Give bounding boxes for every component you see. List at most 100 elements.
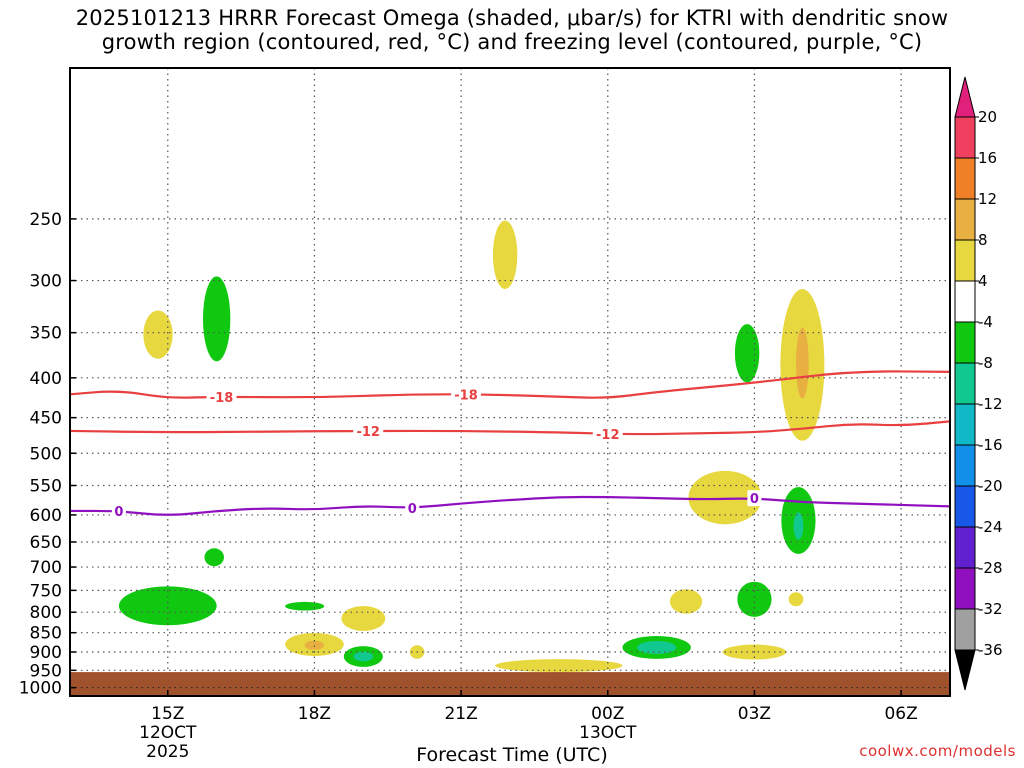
- isotherm-0: [70, 370, 950, 399]
- colorbar-label-7: -12: [978, 395, 1003, 413]
- isotherm-label-1-1: -12: [596, 428, 620, 443]
- y-tick-label-500: 500: [30, 444, 62, 464]
- omega-feature-20: [637, 641, 677, 654]
- colorbar-swatch-7: [954, 403, 976, 446]
- omega-shading: [118, 220, 825, 673]
- colorbar-swatch-3: [954, 239, 976, 282]
- omega-feature-9: [204, 548, 225, 567]
- y-tick-label-550: 550: [30, 477, 62, 497]
- y-tick-label-1000: 1000: [19, 679, 62, 699]
- colorbar-swatch-9: [954, 485, 976, 528]
- colorbar-label-3: 8: [978, 231, 988, 249]
- isotherm-label-0-1: -18: [454, 388, 478, 403]
- x-tick-label-18Z: 18Z: [298, 704, 331, 724]
- omega-feature-3: [734, 324, 760, 383]
- colorbar-swatch-5: [954, 321, 976, 364]
- x-tick-label-00Z: 00Z: [591, 704, 624, 724]
- y-tick-label-300: 300: [30, 272, 62, 292]
- x-tick-label-06Z: 06Z: [884, 704, 917, 724]
- colorbar-label-5: -4: [978, 313, 993, 331]
- x-axis-label: Forecast Time (UTC): [416, 744, 608, 766]
- x-tick-date-00Z: 13OCT: [579, 723, 637, 743]
- x-tick-label-21Z: 21Z: [444, 704, 477, 724]
- colorbar-label-9: -20: [978, 477, 1003, 495]
- colorbar-label-1: 16: [978, 149, 997, 167]
- x-tick-date-15Z: 12OCT: [139, 723, 197, 743]
- omega-feature-18: [495, 659, 623, 673]
- omega-feature-1: [202, 276, 231, 362]
- omega-feature-11: [285, 601, 325, 611]
- colorbar-label-4: 4: [978, 272, 988, 290]
- chart-title-line-1: 2025101213 HRRR Forecast Omega (shaded, …: [75, 6, 949, 30]
- colorbar-label-11: -28: [978, 559, 1003, 577]
- isotherm-label-1-0: -12: [356, 425, 380, 440]
- y-tick-label-350: 350: [30, 324, 62, 344]
- omega-feature-10: [118, 586, 217, 626]
- x-tick-label-03Z: 03Z: [738, 704, 771, 724]
- isotherm-label-bg-2-2: [747, 490, 762, 507]
- chart-title-line-2: growth region (contoured, red, °C) and f…: [101, 30, 923, 54]
- y-tick-label-600: 600: [30, 506, 62, 526]
- colorbar-swatch-2: [954, 198, 976, 241]
- isotherm-label-bg-0-1: [451, 386, 481, 403]
- isotherm-label-2-2: 0: [750, 492, 759, 507]
- isotherm-label-bg-1-1: [592, 425, 623, 442]
- isotherm-label-2-0: 0: [114, 505, 123, 520]
- omega-feature-8: [793, 512, 804, 540]
- colorbar-label-10: -24: [978, 518, 1003, 536]
- watermark-text: coolwx.com/models: [859, 742, 1016, 760]
- y-tick-label-400: 400: [30, 369, 62, 389]
- colorbar-label-2: 12: [978, 190, 997, 208]
- colorbar-swatch-0: [954, 116, 976, 159]
- colorbar-label-0: 20: [978, 108, 997, 126]
- colorbar-swatch-10: [954, 526, 976, 569]
- isotherm-contours: -18 -18 -12 -12 0 0 0: [70, 370, 950, 520]
- isotherm-label-bg-0-0: [206, 388, 237, 405]
- omega-feature-16: [353, 651, 374, 662]
- colorbar-label-6: -8: [978, 354, 993, 372]
- isotherm-2: [70, 495, 950, 516]
- isotherm-1: [70, 420, 950, 436]
- colorbar-label-12: -32: [978, 600, 1003, 618]
- chart-title: 2025101213 HRRR Forecast Omega (shaded, …: [0, 6, 1024, 54]
- omega-feature-24: [788, 592, 804, 607]
- colorbar-label-8: -16: [978, 436, 1003, 454]
- colorbar: 20 16 12 8 4 -4 -8 -12 -16 -20 -24 -28 -32 -36: [954, 76, 1003, 691]
- x-tick-label-15Z: 15Z: [151, 704, 184, 724]
- colorbar-swatch-8: [954, 444, 976, 487]
- isotherm-label-2-1: 0: [408, 502, 417, 517]
- isotherm-label-bg-2-1: [405, 500, 420, 517]
- ground-fill: [70, 672, 950, 696]
- colorbar-swatch-6: [954, 362, 976, 405]
- colorbar-swatch-11: [954, 567, 976, 610]
- y-tick-label-700: 700: [30, 558, 62, 578]
- colorbar-swatch-1: [954, 157, 976, 200]
- omega-feature-2: [492, 220, 518, 289]
- x-tick-year-15Z: 2025: [146, 742, 189, 762]
- y-tick-label-800: 800: [30, 603, 62, 623]
- omega-feature-22: [737, 581, 772, 617]
- y-tick-label-450: 450: [30, 409, 62, 429]
- y-tick-label-650: 650: [30, 533, 62, 553]
- omega-feature-5: [796, 327, 809, 399]
- isotherm-label-bg-1-0: [353, 422, 384, 439]
- plot-frame: [69, 67, 951, 697]
- omega-feature-0: [143, 310, 173, 359]
- colorbar-bottom-arrow: [954, 649, 976, 691]
- axes: 2503003504004505005506006507007508008509…: [19, 67, 951, 762]
- y-tick-label-250: 250: [30, 210, 62, 230]
- y-tick-label-950: 950: [30, 661, 62, 681]
- y-tick-label-900: 900: [30, 643, 62, 663]
- colorbar-label-13: -36: [978, 641, 1003, 659]
- grid-lines: [70, 68, 950, 696]
- y-tick-label-850: 850: [30, 624, 62, 644]
- colorbar-top-arrow: [954, 76, 976, 118]
- colorbar-swatch-12: [954, 608, 976, 651]
- omega-feature-12: [341, 606, 386, 631]
- isotherm-label-0-0: -18: [210, 391, 234, 406]
- ground-layer: [70, 672, 950, 696]
- omega-feature-21: [669, 589, 703, 614]
- colorbar-swatch-4: [954, 280, 976, 323]
- isotherm-label-bg-2-0: [111, 502, 126, 519]
